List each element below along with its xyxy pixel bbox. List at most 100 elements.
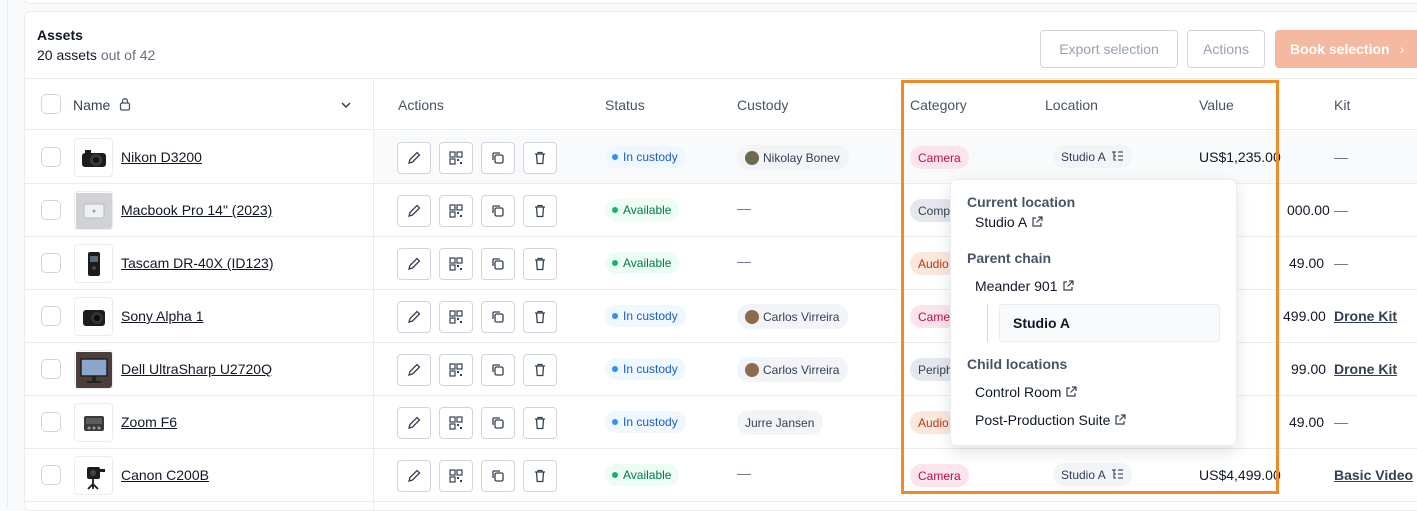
asset-name-link[interactable]: Nikon D3200 bbox=[121, 149, 202, 165]
status-label: In custody bbox=[623, 150, 678, 164]
qr-code-button[interactable] bbox=[439, 301, 473, 333]
parent-chain-heading: Parent chain bbox=[967, 250, 1052, 266]
asset-name-link[interactable]: Tascam DR-40X (ID123) bbox=[121, 255, 274, 271]
delete-button[interactable] bbox=[523, 407, 557, 439]
edit-button[interactable] bbox=[397, 407, 431, 439]
table-row[interactable]: Zoom F6 In custody Jurre Jansen Audio 49… bbox=[25, 396, 1417, 449]
edit-button[interactable] bbox=[397, 195, 431, 227]
delete-button[interactable] bbox=[523, 301, 557, 333]
row-checkbox[interactable] bbox=[41, 147, 61, 167]
asset-name-link[interactable]: Zoom F6 bbox=[121, 414, 178, 430]
location-badge[interactable]: Studio A bbox=[1053, 145, 1132, 168]
parent-location-link[interactable]: Meander 901 bbox=[975, 278, 1074, 294]
row-checkbox[interactable] bbox=[41, 200, 61, 220]
kit-link[interactable]: Drone Kit bbox=[1334, 361, 1397, 377]
table-row[interactable]: Tascam DR-40X (ID123) Available — Audio … bbox=[25, 237, 1417, 290]
kit-link[interactable]: Drone Kit bbox=[1334, 308, 1397, 324]
qr-code-icon bbox=[449, 204, 463, 218]
asset-name-link[interactable]: Dell UltraSharp U2720Q bbox=[121, 361, 272, 377]
qr-code-icon bbox=[449, 416, 463, 430]
row-checkbox[interactable] bbox=[41, 253, 61, 273]
edit-button[interactable] bbox=[397, 142, 431, 174]
asset-name-link[interactable]: Macbook Pro 14" (2023) bbox=[121, 202, 273, 218]
book-selection-button[interactable]: Book selection › bbox=[1275, 30, 1417, 68]
custodian-badge[interactable]: Jurre Jansen bbox=[737, 410, 824, 435]
actions-button[interactable]: Actions bbox=[1187, 30, 1265, 68]
duplicate-button[interactable] bbox=[481, 195, 515, 227]
table-row[interactable]: Sony Alpha 1 In custody Carlos Virreira … bbox=[25, 290, 1417, 343]
table-title: Assets bbox=[37, 27, 83, 43]
delete-button[interactable] bbox=[523, 460, 557, 492]
chevron-down-icon[interactable] bbox=[340, 99, 352, 111]
kit-link[interactable]: Basic Video bbox=[1334, 467, 1414, 483]
chevron-right-icon: › bbox=[1399, 41, 1405, 57]
table-row[interactable]: Dell UltraSharp U2720Q In custody Carlos… bbox=[25, 343, 1417, 396]
asset-value: 49.00 bbox=[1289, 414, 1325, 430]
delete-button[interactable] bbox=[523, 354, 557, 386]
status-label: Available bbox=[623, 468, 672, 482]
duplicate-button[interactable] bbox=[481, 354, 515, 386]
row-checkbox[interactable] bbox=[41, 412, 61, 432]
duplicate-button[interactable] bbox=[481, 460, 515, 492]
table-row[interactable]: Canon C200B Available — Camera Studio A … bbox=[25, 449, 1417, 502]
location-badge[interactable]: Studio A bbox=[1053, 463, 1132, 486]
asset-thumbnail bbox=[74, 138, 113, 177]
asset-name-link[interactable]: Canon C200B bbox=[121, 467, 209, 483]
trash-icon bbox=[535, 310, 545, 324]
category-badge: Audio bbox=[910, 411, 957, 434]
status-badge: Available bbox=[605, 464, 680, 486]
select-all-checkbox[interactable] bbox=[41, 94, 61, 114]
edit-button[interactable] bbox=[397, 460, 431, 492]
custodian-badge[interactable]: Carlos Virreira bbox=[737, 304, 849, 329]
column-header-value: Value bbox=[1199, 97, 1234, 113]
qr-code-button[interactable] bbox=[439, 248, 473, 280]
custody-empty: — bbox=[737, 200, 751, 216]
column-header-name[interactable]: Name bbox=[73, 97, 132, 113]
external-link-icon bbox=[1115, 414, 1127, 425]
top-filter-bar-edge bbox=[24, 0, 1417, 4]
duplicate-button[interactable] bbox=[481, 407, 515, 439]
status-label: In custody bbox=[623, 415, 678, 429]
asset-name-link[interactable]: Sony Alpha 1 bbox=[121, 308, 204, 324]
delete-button[interactable] bbox=[523, 195, 557, 227]
asset-value: 499.00 bbox=[1283, 308, 1326, 324]
qr-code-button[interactable] bbox=[439, 142, 473, 174]
export-selection-button[interactable]: Export selection bbox=[1040, 30, 1178, 68]
copy-icon bbox=[492, 311, 504, 323]
pencil-icon bbox=[408, 151, 421, 164]
table-row[interactable]: Nikon D3200 In custody Nikolay Bonev Cam… bbox=[25, 131, 1417, 184]
asset-value: 99.00 bbox=[1291, 361, 1327, 377]
qr-code-button[interactable] bbox=[439, 354, 473, 386]
row-checkbox[interactable] bbox=[41, 306, 61, 326]
custodian-badge[interactable]: Carlos Virreira bbox=[737, 357, 849, 382]
custodian-name: Carlos Virreira bbox=[763, 362, 840, 377]
custody-empty: — bbox=[737, 465, 751, 481]
child-location-link[interactable]: Post-Production Suite bbox=[975, 412, 1127, 428]
delete-button[interactable] bbox=[523, 142, 557, 174]
custodian-badge[interactable]: Nikolay Bonev bbox=[737, 145, 849, 170]
copy-icon bbox=[492, 417, 504, 429]
edit-button[interactable] bbox=[397, 301, 431, 333]
duplicate-button[interactable] bbox=[481, 248, 515, 280]
qr-code-button[interactable] bbox=[439, 460, 473, 492]
category-badge: Camera bbox=[910, 146, 969, 169]
external-link-icon bbox=[1032, 216, 1043, 227]
qr-code-button[interactable] bbox=[439, 407, 473, 439]
duplicate-button[interactable] bbox=[481, 301, 515, 333]
delete-button[interactable] bbox=[523, 248, 557, 280]
status-label: In custody bbox=[623, 309, 678, 323]
qr-code-button[interactable] bbox=[439, 195, 473, 227]
status-badge: Available bbox=[605, 252, 680, 274]
duplicate-button[interactable] bbox=[481, 142, 515, 174]
row-checkbox[interactable] bbox=[41, 465, 61, 485]
location-name: Studio A bbox=[1061, 467, 1106, 482]
row-checkbox[interactable] bbox=[41, 359, 61, 379]
custodian-name: Carlos Virreira bbox=[763, 309, 840, 324]
location-hierarchy-popover: Current location Studio A Parent chain M… bbox=[950, 179, 1237, 446]
edit-button[interactable] bbox=[397, 248, 431, 280]
child-location-link[interactable]: Control Room bbox=[975, 384, 1077, 400]
table-row[interactable]: Macbook Pro 14" (2023) Available — Comp … bbox=[25, 184, 1417, 237]
qr-code-icon bbox=[449, 151, 463, 165]
current-location-link[interactable]: Studio A bbox=[975, 214, 1043, 230]
edit-button[interactable] bbox=[397, 354, 431, 386]
